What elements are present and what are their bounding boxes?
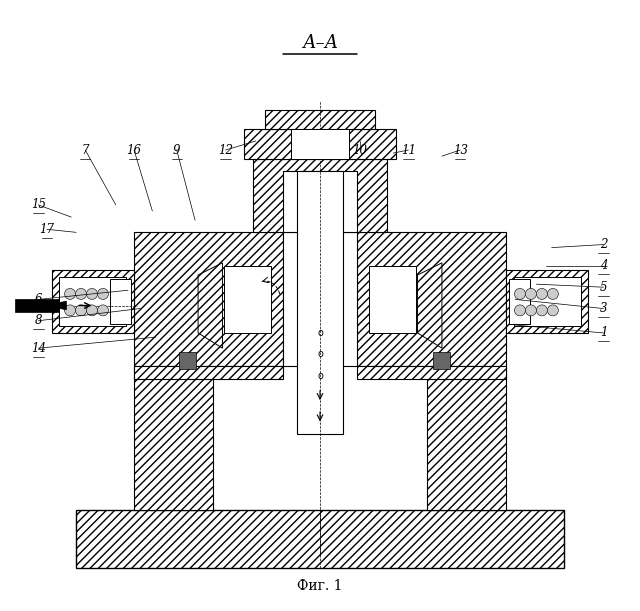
Bar [244,129,396,159]
Text: 2: 2 [600,238,607,251]
Text: 3: 3 [600,302,607,315]
Circle shape [97,288,108,299]
Circle shape [76,305,86,316]
Bar [134,367,213,510]
Text: 6: 6 [35,293,42,306]
Text: 11: 11 [401,144,416,156]
Bar [253,159,387,232]
Circle shape [515,305,525,316]
Polygon shape [57,301,67,310]
Text: 4: 4 [600,260,607,273]
Text: 8: 8 [35,314,42,327]
Text: А–А: А–А [302,34,338,53]
Polygon shape [417,263,442,348]
Bar [265,111,375,129]
Bar [297,172,343,434]
Polygon shape [198,263,223,348]
Text: 15: 15 [31,199,46,211]
Text: 13: 13 [452,144,468,156]
Polygon shape [52,270,134,333]
Bar [369,266,416,333]
Text: o: o [317,371,323,381]
Circle shape [97,305,108,316]
Text: 16: 16 [127,144,141,156]
Bar [514,277,581,326]
Bar [291,129,349,159]
Circle shape [547,305,558,316]
Bar [109,279,131,324]
Circle shape [65,305,76,316]
Text: 9: 9 [173,144,180,156]
Circle shape [536,305,547,316]
Text: 1: 1 [600,326,607,340]
Text: 12: 12 [218,144,233,156]
Bar [76,510,564,568]
Bar [509,279,531,324]
Bar [284,172,356,232]
Circle shape [547,288,558,299]
Circle shape [525,305,536,316]
Text: o: o [317,328,323,338]
Bar [59,277,126,326]
Bar [284,232,356,367]
Text: 14: 14 [31,342,46,354]
Bar [179,352,196,369]
Polygon shape [134,232,284,367]
Circle shape [86,305,97,316]
Bar [134,367,284,379]
Bar [433,352,451,369]
Bar [356,367,506,379]
Circle shape [536,288,547,299]
Bar [224,266,271,333]
Circle shape [86,288,97,299]
Text: 10: 10 [352,144,367,156]
Text: 17: 17 [40,223,54,236]
Bar [15,299,59,312]
Circle shape [515,288,525,299]
Circle shape [525,288,536,299]
Circle shape [76,288,86,299]
Text: 5: 5 [600,280,607,294]
Text: Фиг. 1: Фиг. 1 [297,579,343,593]
Polygon shape [356,232,506,367]
Circle shape [65,288,76,299]
Bar [427,367,506,510]
Text: o: o [317,349,323,359]
Polygon shape [506,270,588,333]
Text: 7: 7 [81,144,89,156]
